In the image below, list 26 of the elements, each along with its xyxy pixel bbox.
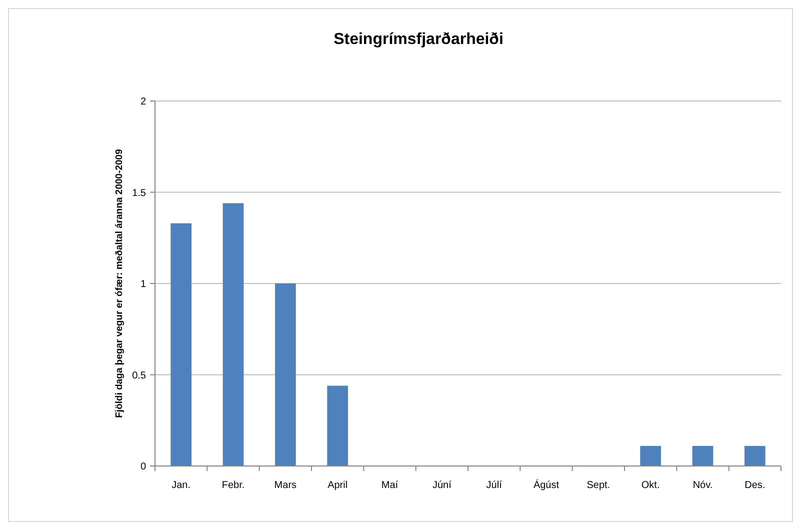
x-tick-label: Ágúst	[533, 479, 560, 491]
x-tick-label: Okt.	[641, 480, 660, 491]
y-tick-label: 1	[140, 279, 146, 290]
bar	[274, 284, 296, 466]
bar	[222, 203, 244, 466]
bar	[692, 446, 714, 466]
x-tick-label: Jan.	[172, 480, 191, 491]
x-tick-label: Des.	[744, 480, 766, 491]
y-tick-label: 2	[140, 96, 146, 108]
y-axis-title: Fjöldi daga þegar vegur er ófær: meðaltal áranna 2000-2009	[114, 149, 125, 418]
chart-title: Steingrímsfjarðarheiði	[334, 31, 504, 48]
bar	[744, 446, 766, 466]
x-tick-label: April	[328, 480, 348, 491]
x-tick-label: Júlí	[486, 480, 502, 491]
y-tick-label: 0.5	[132, 370, 146, 382]
x-tick-label: Nóv.	[692, 480, 713, 491]
bar	[170, 223, 192, 466]
bar	[327, 386, 348, 466]
x-tick-label: Júní	[432, 480, 452, 491]
x-tick-label: Mars	[274, 480, 297, 491]
y-tick-label: 1.5	[132, 188, 146, 199]
y-tick-label: 0	[140, 462, 146, 472]
bar	[640, 446, 662, 466]
x-tick-label: Febr.	[222, 480, 245, 491]
x-tick-label: Maí	[381, 480, 398, 491]
x-tick-label: Sept.	[586, 480, 610, 491]
